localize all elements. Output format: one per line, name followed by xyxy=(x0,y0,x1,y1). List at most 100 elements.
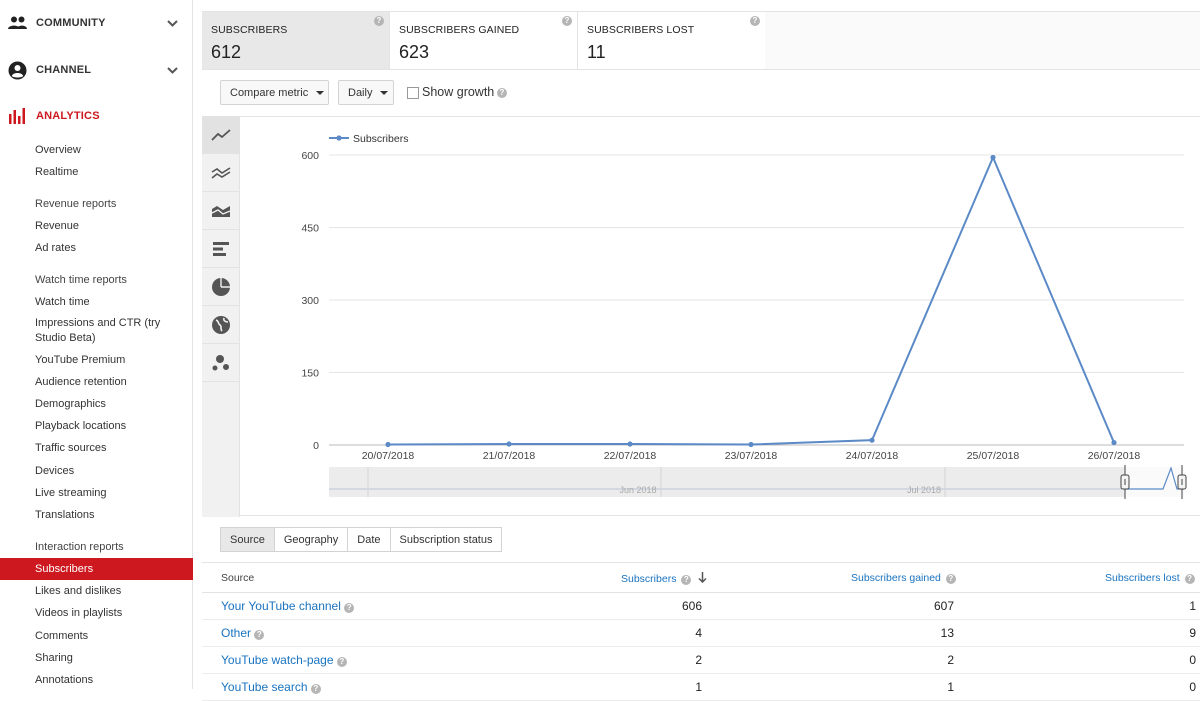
column-header-subscribers-lost[interactable]: Subscribers lost ? xyxy=(1105,572,1195,584)
help-icon[interactable]: ? xyxy=(310,684,321,694)
source-label: Other xyxy=(221,626,252,640)
sidebar-item-overview[interactable]: Overview xyxy=(35,144,81,156)
sidebar-item-youtube-premium[interactable]: YouTube Premium xyxy=(35,354,126,366)
sidebar-item-traffic-sources[interactable]: Traffic sources xyxy=(35,442,107,454)
help-icon[interactable]: ? xyxy=(497,88,507,98)
column-header-label: Subscribers lost xyxy=(1105,572,1180,584)
column-header-label: Subscribers xyxy=(621,573,677,585)
sidebar-item-live-streaming[interactable]: Live streaming xyxy=(35,487,107,499)
tab-subscription-status[interactable]: Subscription status xyxy=(389,527,503,552)
subscribers-gained-value: 1 xyxy=(947,680,954,694)
subscribers-gained-value: 13 xyxy=(940,626,954,640)
bar-chart-type-button[interactable] xyxy=(202,231,239,268)
pie-chart-icon xyxy=(211,278,230,296)
help-icon[interactable]: ? xyxy=(1184,574,1195,584)
table-header: Source Subscribers ? Subscribers gained … xyxy=(202,562,1200,593)
help-icon[interactable]: ? xyxy=(254,630,265,640)
sidebar-item-playback-locations[interactable]: Playback locations xyxy=(35,420,127,432)
chevron-down-icon xyxy=(167,19,178,27)
x-tick-label: 24/07/2018 xyxy=(846,450,899,462)
sidebar-item-comments[interactable]: Comments xyxy=(35,630,89,642)
tab-source[interactable]: Source xyxy=(220,527,275,552)
help-icon[interactable]: ? xyxy=(374,16,384,26)
multi-line-chart-icon xyxy=(211,167,230,179)
sidebar-item-realtime[interactable]: Realtime xyxy=(35,166,79,178)
help-icon[interactable]: ? xyxy=(681,575,692,585)
pie-chart-type-button[interactable] xyxy=(202,269,239,306)
sidebar-item-sharing[interactable]: Sharing xyxy=(35,652,73,664)
globe-icon xyxy=(211,316,230,334)
series-line xyxy=(387,154,1115,446)
subscribers-value: 606 xyxy=(681,599,702,613)
sidebar-section-channel[interactable]: CHANNEL xyxy=(0,55,193,85)
line-chart-icon xyxy=(210,129,231,141)
timeline-label: Jun 2018 xyxy=(619,485,656,495)
source-link[interactable]: Other ? xyxy=(221,626,265,640)
sidebar-item-watch-time[interactable]: Watch time xyxy=(35,296,90,308)
x-tick-label: 21/07/2018 xyxy=(483,450,536,462)
compare-metric-dropdown[interactable]: Compare metric xyxy=(220,80,329,105)
x-tick-label: 20/07/2018 xyxy=(362,450,415,462)
analytics-icon xyxy=(8,107,27,126)
period-dropdown[interactable]: Daily xyxy=(338,80,394,105)
source-label: Your YouTube channel xyxy=(221,599,341,613)
legend-marker xyxy=(336,135,342,141)
sidebar-item-demographics[interactable]: Demographics xyxy=(35,398,106,410)
area-chart-type-button[interactable] xyxy=(202,193,239,230)
sort-down-arrow-icon xyxy=(698,572,707,584)
bubble-chart-type-button[interactable] xyxy=(202,345,239,382)
map-chart-type-button[interactable] xyxy=(202,307,239,344)
source-label: YouTube watch-page xyxy=(221,653,334,667)
column-header-subscribers-gained[interactable]: Subscribers gained ? xyxy=(851,572,956,584)
sidebar-item-annotations[interactable]: Annotations xyxy=(35,674,94,686)
compare-metric-label: Compare metric xyxy=(230,86,309,99)
source-link[interactable]: YouTube watch-page ? xyxy=(221,653,347,667)
metric-title: SUBSCRIBERS GAINED xyxy=(399,24,520,36)
multiline-chart-type-button[interactable] xyxy=(202,155,239,192)
data-point xyxy=(869,437,875,443)
tab-geography[interactable]: Geography xyxy=(273,527,349,552)
sidebar-item-videos-in-playlists[interactable]: Videos in playlists xyxy=(35,607,123,619)
metric-card-subscribers-gained[interactable]: SUBSCRIBERS GAINED 623 ? xyxy=(390,12,578,70)
source-link[interactable]: YouTube search ? xyxy=(221,680,321,694)
help-icon[interactable]: ? xyxy=(344,603,355,613)
help-icon[interactable]: ? xyxy=(562,16,572,26)
subscribers-line-chart: 0 150 300 450 600 20/07/2018 21/07/2018 22/07/2… xyxy=(301,133,1187,499)
sidebar-item-ad-rates[interactable]: Ad rates xyxy=(35,242,76,254)
data-point xyxy=(506,441,512,447)
y-tick-label: 450 xyxy=(301,223,319,235)
tab-date[interactable]: Date xyxy=(347,527,391,552)
sidebar-item-devices[interactable]: Devices xyxy=(35,465,75,477)
metric-card-subscribers-lost[interactable]: SUBSCRIBERS LOST 11 ? xyxy=(578,12,766,70)
sidebar-section-label: COMMUNITY xyxy=(36,17,106,29)
sidebar-item-audience-retention[interactable]: Audience retention xyxy=(35,376,127,388)
sidebar-section-analytics[interactable]: ANALYTICS xyxy=(0,101,193,131)
metric-card-subscribers[interactable]: SUBSCRIBERS 612 ? xyxy=(202,12,390,70)
sidebar-section-label: ANALYTICS xyxy=(36,110,100,122)
sidebar-item-subscribers[interactable]: Subscribers xyxy=(0,558,193,580)
source-label: YouTube search xyxy=(221,680,308,694)
column-header-subscribers[interactable]: Subscribers ? xyxy=(621,572,707,585)
sidebar-item-impressions-ctr[interactable]: Impressions and CTR (try Studio Beta) xyxy=(35,317,161,344)
line-chart-type-button[interactable] xyxy=(202,117,239,154)
sidebar-item-revenue[interactable]: Revenue xyxy=(35,220,80,232)
x-tick-label: 25/07/2018 xyxy=(967,450,1020,462)
sidebar-heading-interaction-reports: Interaction reports xyxy=(35,541,124,553)
area-chart-icon xyxy=(211,206,230,217)
show-growth-label[interactable]: Show growth xyxy=(422,85,495,99)
period-label: Daily xyxy=(348,86,373,99)
bar-chart-icon xyxy=(212,242,229,256)
data-point xyxy=(385,441,391,448)
subscribers-value: 2 xyxy=(695,653,702,667)
data-point xyxy=(748,441,754,448)
show-growth-checkbox[interactable] xyxy=(407,87,419,99)
help-icon[interactable]: ? xyxy=(945,574,956,584)
sidebar-section-community[interactable]: COMMUNITY xyxy=(0,8,193,38)
help-icon[interactable]: ? xyxy=(750,16,760,26)
help-icon[interactable]: ? xyxy=(336,657,347,667)
sidebar-item-likes-dislikes[interactable]: Likes and dislikes xyxy=(35,585,122,597)
timeline-navigator xyxy=(329,467,1184,497)
source-link[interactable]: Your YouTube channel ? xyxy=(221,599,355,613)
main-content: SUBSCRIBERS 612 ? SUBSCRIBERS GAINED 623… xyxy=(202,0,1200,701)
sidebar-item-translations[interactable]: Translations xyxy=(35,509,95,521)
